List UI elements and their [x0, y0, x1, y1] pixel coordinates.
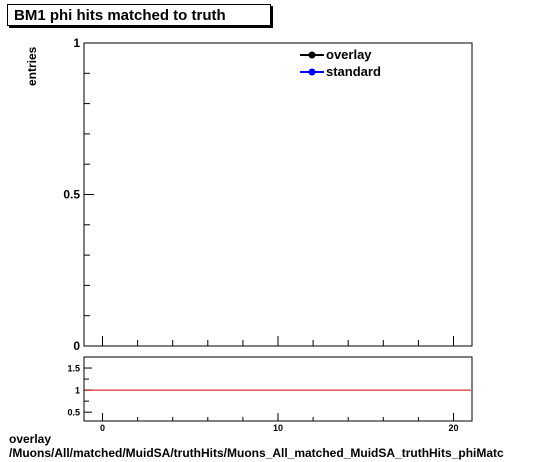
legend-label-standard: standard: [326, 64, 381, 79]
ratio-x-tick-label: 0: [100, 423, 105, 433]
main-plot-frame: [83, 42, 473, 347]
chart-title: BM1 phi hits matched to truth: [14, 7, 226, 24]
ratio-y-tick-label: 1: [75, 386, 80, 396]
ratio-x-tick-label: 20: [448, 423, 458, 433]
footer-line-2: /Muons/All/matched/MuidSA/truthHits/Muon…: [9, 446, 504, 460]
ratio-plot-frame: [83, 356, 473, 422]
legend-label-overlay: overlay: [326, 47, 372, 62]
ratio-x-tick-label: 10: [273, 423, 283, 433]
ratio-y-tick-label: 0.5: [67, 408, 80, 418]
ratio-y-tick-label: 1.5: [67, 364, 80, 374]
legend-marker-standard: [308, 68, 316, 76]
chart-title-box: BM1 phi hits matched to truth: [7, 4, 271, 26]
footer-line-1: overlay: [9, 432, 52, 446]
main-y-tick-label: 0: [73, 339, 80, 353]
main-y-tick-label: 0.5: [63, 188, 80, 202]
main-y-tick-label: 1: [73, 36, 80, 50]
legend-marker-overlay: [308, 51, 316, 59]
